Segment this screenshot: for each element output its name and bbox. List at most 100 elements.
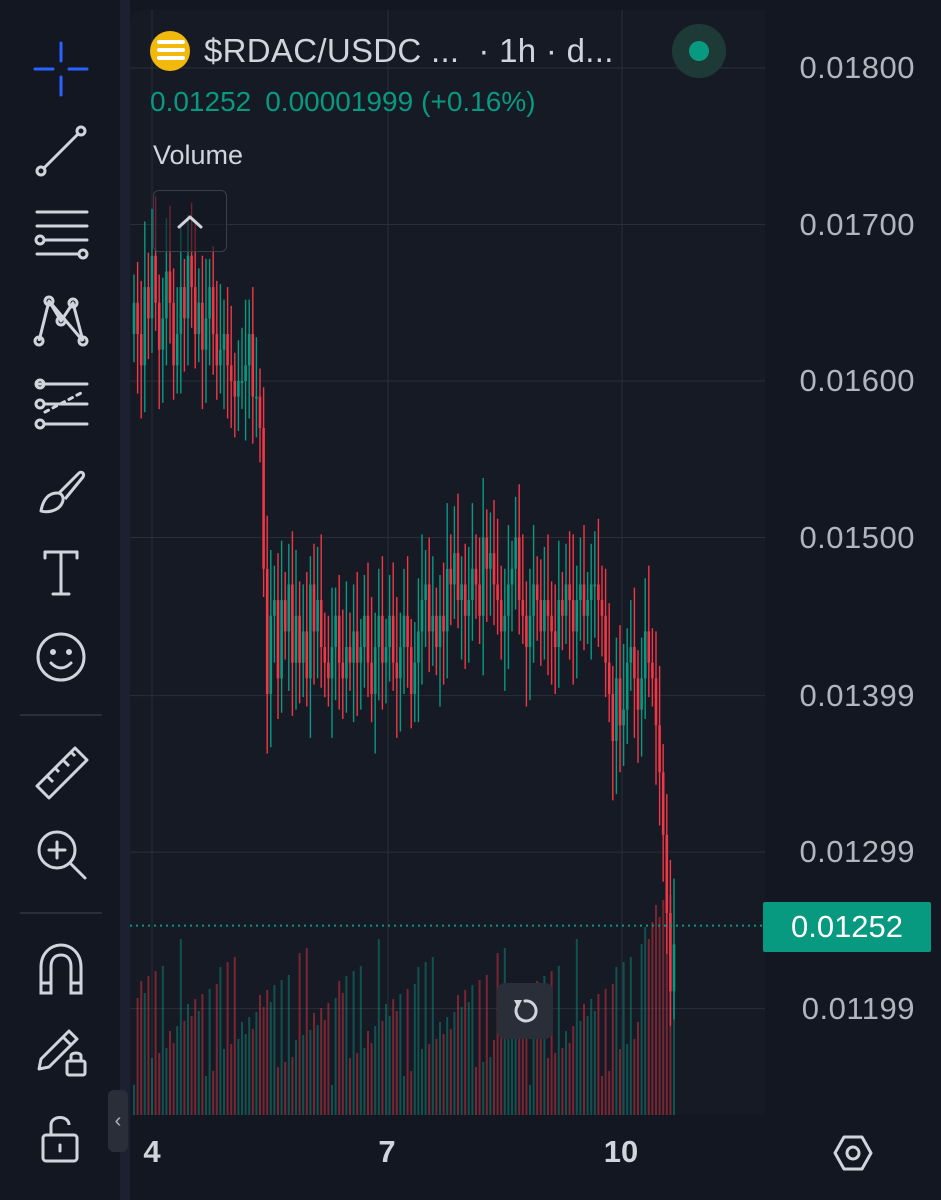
text-tool[interactable] <box>22 533 100 611</box>
smiley-icon <box>36 632 86 682</box>
volume-bar <box>521 1020 524 1115</box>
candle-body <box>345 647 348 679</box>
candle-body <box>366 615 370 663</box>
candle-body <box>629 647 633 663</box>
candle-body <box>323 647 327 663</box>
measure-tool[interactable] <box>22 733 100 811</box>
candle-body <box>395 662 399 679</box>
time-axis[interactable] <box>130 1115 765 1200</box>
candle-body <box>661 772 665 835</box>
volume-bar <box>507 1030 510 1115</box>
volume-indicator-label[interactable]: Volume <box>153 140 244 170</box>
candle-body <box>535 584 539 601</box>
candle-body <box>388 615 391 648</box>
candle-body <box>521 600 525 616</box>
candlestick-chart[interactable] <box>130 10 765 1115</box>
drawing-toolbar <box>0 0 120 1200</box>
candle-body <box>301 631 305 663</box>
price-tick-label: 0.01399 <box>799 677 915 713</box>
candle-body <box>312 584 316 632</box>
candle-body <box>607 662 611 694</box>
candle-body <box>240 381 244 383</box>
volume-bar <box>241 1022 243 1115</box>
volume-bar <box>363 1048 366 1115</box>
crosshair-tool[interactable] <box>22 30 100 108</box>
volume-bar <box>633 1039 636 1115</box>
candle-body <box>561 600 564 616</box>
candle-body <box>460 584 463 601</box>
pattern-tool[interactable] <box>22 280 100 358</box>
reset-chart-button[interactable] <box>497 983 553 1039</box>
brush-tool[interactable] <box>22 450 100 528</box>
crosshair-icon <box>33 41 89 97</box>
candle-body <box>499 600 503 632</box>
volume-bar <box>500 1035 503 1115</box>
fib-retracement-tool[interactable] <box>22 197 100 275</box>
candle-body <box>579 584 582 601</box>
volume-bar <box>251 1029 254 1115</box>
volume-bar <box>475 1067 477 1115</box>
volume-bar <box>489 1057 492 1115</box>
prediction-icon <box>34 378 89 430</box>
ruler-icon <box>35 746 89 800</box>
candle-body <box>582 584 586 616</box>
toolbar-border <box>120 0 130 1200</box>
volume-bar <box>629 957 632 1115</box>
pencil-lock-icon <box>37 1029 87 1077</box>
emoji-tool[interactable] <box>22 618 100 696</box>
volume-bar <box>259 995 261 1115</box>
price-axis[interactable]: 0.01800 0.01700 0.01600 0.01500 0.01399 0.012… <box>765 0 941 1200</box>
volume-bar <box>583 1004 585 1115</box>
magnet-tool[interactable] <box>22 930 100 1008</box>
candle-body <box>604 615 607 663</box>
lock-drawings-tool[interactable] <box>22 1012 100 1090</box>
candle-body <box>190 255 193 288</box>
price-tick-label: 0.01500 <box>799 519 915 555</box>
candle-body <box>208 287 211 319</box>
chart-settings-button[interactable] <box>830 1130 876 1176</box>
volume-bar <box>572 1026 575 1115</box>
candle-body <box>143 287 147 366</box>
candle-body <box>510 568 514 585</box>
coin-stripes-icon <box>150 31 190 71</box>
zoom-in-icon <box>37 830 87 880</box>
lock-all-tool[interactable] <box>22 1098 100 1176</box>
volume-bar <box>262 1007 265 1115</box>
candle-body <box>399 647 402 679</box>
candle-body <box>161 318 165 350</box>
toolbar-divider <box>20 714 102 716</box>
volume-bar <box>586 1016 589 1115</box>
candle-body <box>222 334 226 350</box>
forecast-tool[interactable] <box>22 365 100 443</box>
symbol-title[interactable]: $RDAC/USDC ... · 1h · d... <box>204 32 614 69</box>
candle-body <box>611 694 615 741</box>
volume-bar <box>446 1017 449 1115</box>
volume-bar <box>626 1044 629 1115</box>
candle-body <box>370 662 373 694</box>
chart-pane[interactable] <box>130 10 765 1115</box>
volume-bar <box>370 1043 373 1115</box>
volume-bar <box>255 1012 258 1115</box>
candle-body <box>550 615 553 632</box>
candle-body <box>654 678 658 726</box>
legend-collapse-button[interactable] <box>153 190 227 252</box>
fib-levels-icon <box>34 210 89 260</box>
candle-body <box>557 600 561 648</box>
volume-bar <box>367 1031 369 1115</box>
volume-bar <box>323 1020 326 1115</box>
candle-body <box>467 600 471 616</box>
volume-bar <box>554 1053 557 1115</box>
candle-body <box>298 615 301 663</box>
volume-bar <box>619 1049 621 1115</box>
volume-bar <box>428 1044 431 1115</box>
trend-line-tool[interactable] <box>22 112 100 190</box>
candle-body <box>528 615 532 648</box>
zoom-in-tool[interactable] <box>22 815 100 893</box>
market-status-indicator[interactable] <box>672 24 726 78</box>
volume-bar <box>590 999 593 1115</box>
toolbar-divider <box>20 912 102 914</box>
toolbar-collapse-button[interactable]: ‹ <box>108 1090 128 1152</box>
volume-bar <box>611 984 614 1115</box>
volume-bar <box>482 1062 485 1115</box>
candle-body <box>251 334 255 397</box>
